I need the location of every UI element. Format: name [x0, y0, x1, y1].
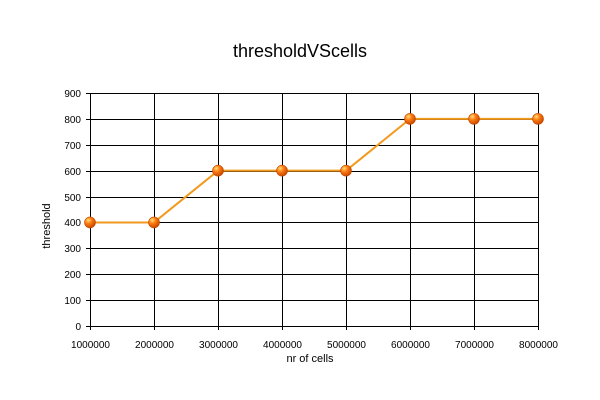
- x-tick-label: 5000000: [327, 340, 366, 351]
- y-tick-label: 100: [64, 296, 81, 307]
- grid: [86, 93, 539, 330]
- data-point: [148, 216, 160, 229]
- chart-title: thresholdVScells: [233, 41, 367, 61]
- y-tick-label: 900: [64, 89, 81, 100]
- y-tick-label: 700: [64, 141, 81, 152]
- data-point: [404, 113, 416, 125]
- y-tick-label: 600: [64, 167, 81, 178]
- series-line: [90, 117, 538, 224]
- data-point: [468, 113, 480, 125]
- data-point: [532, 113, 544, 125]
- y-tick-label: 800: [64, 115, 81, 126]
- data-point: [276, 164, 288, 177]
- y-axis-label: threshold: [41, 203, 53, 248]
- y-tick-label: 200: [64, 270, 81, 281]
- y-tick-label: 300: [64, 244, 81, 255]
- x-tick-label: 8000000: [519, 340, 558, 351]
- y-tick-label: 500: [64, 193, 81, 204]
- x-tick-label: 6000000: [391, 340, 430, 351]
- plot-area: [90, 93, 538, 326]
- y-axis-ticks: 0 100 200 300 400 500 600 700 800 900: [64, 89, 81, 333]
- y-tick-label: 400: [64, 218, 81, 229]
- x-axis-label: nr of cells: [286, 353, 334, 365]
- series: [84, 113, 544, 229]
- data-point: [340, 164, 352, 177]
- x-tick-label: 7000000: [455, 340, 494, 351]
- data-point: [84, 216, 96, 229]
- y-tick-label: 0: [75, 322, 81, 333]
- x-tick-label: 1000000: [71, 340, 110, 351]
- x-axis-ticks: 1000000 2000000 3000000 4000000 5000000 60000…: [71, 340, 558, 351]
- x-tick-label: 2000000: [135, 340, 174, 351]
- x-tick-label: 4000000: [263, 340, 302, 351]
- x-tick-label: 3000000: [199, 340, 238, 351]
- data-point: [212, 164, 224, 177]
